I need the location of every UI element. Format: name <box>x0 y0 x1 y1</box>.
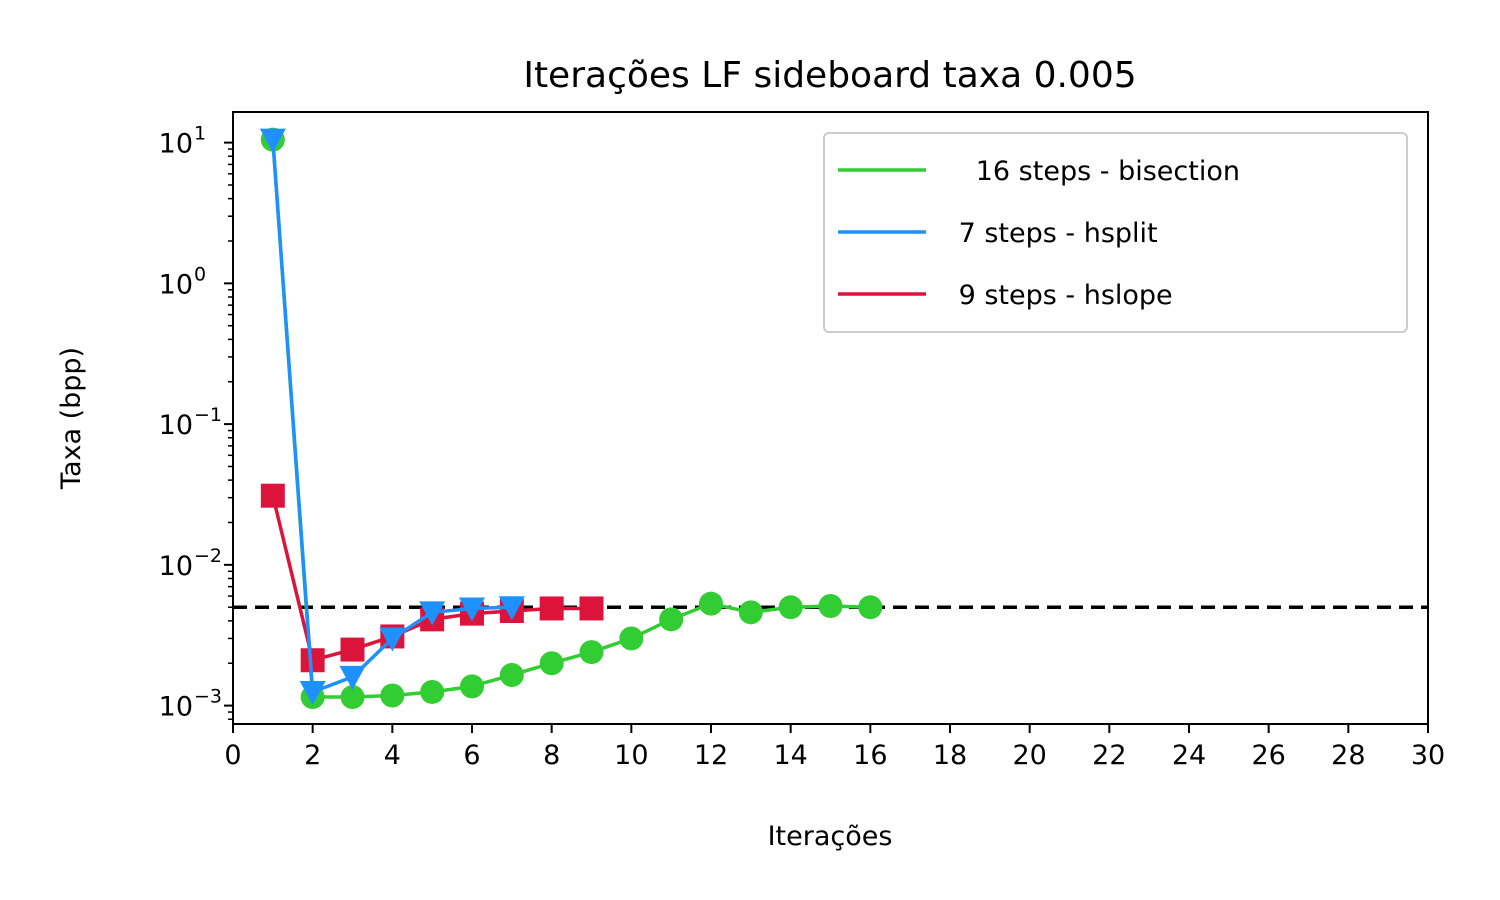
x-tick-label: 16 <box>853 740 887 771</box>
data-point <box>460 674 484 699</box>
x-tick-label: 0 <box>224 740 241 771</box>
data-point <box>340 637 365 662</box>
data-point <box>299 680 326 705</box>
x-tick-label: 20 <box>1012 740 1046 771</box>
data-point <box>619 626 644 651</box>
legend-label: 7 steps - hsplit <box>950 218 1158 249</box>
x-tick-label: 26 <box>1251 740 1285 771</box>
x-tick-label: 10 <box>614 740 648 771</box>
data-point <box>858 595 883 620</box>
x-tick-label: 12 <box>694 740 728 771</box>
x-tick-label: 18 <box>933 740 967 771</box>
data-point <box>659 607 684 632</box>
data-point <box>340 685 365 710</box>
data-point <box>420 679 445 704</box>
chart-title: Iterações LF sideboard taxa 0.005 <box>523 55 1136 96</box>
data-point <box>699 591 723 616</box>
y-tick-exponent: −2 <box>194 545 222 567</box>
data-point <box>498 596 525 621</box>
y-tick-exponent: 1 <box>194 123 206 145</box>
x-tick-label: 6 <box>463 740 480 771</box>
x-tick-label: 28 <box>1331 740 1365 771</box>
y-axis-label: Taxa (bpp) <box>56 347 87 490</box>
x-tick-label: 2 <box>304 740 321 771</box>
series-0 <box>260 127 883 710</box>
series-1 <box>259 128 525 705</box>
y-tick-exponent: −1 <box>194 404 222 426</box>
data-point <box>778 595 803 620</box>
x-axis-label: Iterações <box>768 821 893 852</box>
x-tick-label: 24 <box>1172 740 1206 771</box>
data-point <box>539 651 564 676</box>
data-point <box>818 594 843 619</box>
y-tick-label: 10 <box>159 410 193 441</box>
legend-label: 9 steps - hslope <box>950 280 1173 311</box>
x-tick-label: 14 <box>773 740 807 771</box>
y-tick-exponent: 0 <box>194 263 206 285</box>
data-point <box>380 683 405 708</box>
legend: 16 steps - bisection 7 steps - hsplit 9 … <box>823 132 1408 333</box>
x-tick-label: 22 <box>1092 740 1126 771</box>
y-tick-label: 10 <box>159 692 193 723</box>
data-point <box>260 483 285 508</box>
data-point <box>419 601 446 626</box>
data-point <box>459 597 485 622</box>
data-point <box>579 640 604 665</box>
data-point <box>339 665 366 690</box>
plot-frame <box>232 111 1429 725</box>
data-point <box>579 596 604 621</box>
y-tick-exponent: −3 <box>194 686 222 708</box>
y-tick-label: 10 <box>159 551 193 582</box>
y-tick-label: 10 <box>159 269 193 300</box>
x-tick-label: 30 <box>1411 740 1445 771</box>
legend-label: 16 steps - bisection <box>950 156 1240 187</box>
x-tick-label: 8 <box>543 740 560 771</box>
x-tick-label: 4 <box>384 740 401 771</box>
data-point <box>379 627 406 652</box>
y-tick-label: 10 <box>159 129 193 160</box>
data-point <box>738 600 763 625</box>
data-point <box>499 662 524 687</box>
legend-box <box>823 132 1408 333</box>
series-line <box>271 139 871 699</box>
data-point <box>259 128 286 153</box>
data-point <box>539 596 564 621</box>
